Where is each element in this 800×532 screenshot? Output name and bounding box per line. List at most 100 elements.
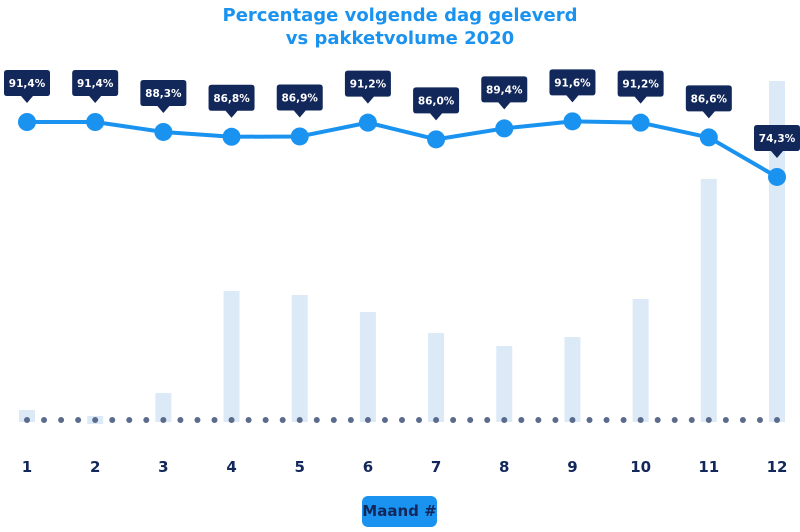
volume-bar <box>155 393 172 422</box>
data-label: 91,2% <box>350 79 387 91</box>
baseline-dot <box>637 417 644 423</box>
line-point <box>18 113 36 131</box>
chart-title-line-1: Percentage volgende dag geleverd <box>222 5 578 26</box>
baseline-dot <box>569 417 576 423</box>
data-label-callout <box>344 70 391 104</box>
baseline-dot <box>296 417 303 423</box>
data-label-callout <box>4 70 50 103</box>
data-label: 91,4% <box>9 78 46 90</box>
baseline-dot <box>467 417 474 423</box>
baseline-dot <box>313 417 320 423</box>
line-point <box>427 130 446 149</box>
baseline-dot <box>24 417 30 423</box>
line-point <box>222 127 241 146</box>
baseline-dot <box>739 417 746 423</box>
baseline-dot <box>211 417 218 423</box>
baseline-dot <box>381 417 388 423</box>
x-tick-label: 8 <box>499 458 509 476</box>
data-label: 91,6% <box>554 77 591 89</box>
baseline-dot <box>160 417 167 423</box>
volume-bar <box>632 299 649 422</box>
data-label-callout <box>140 79 187 113</box>
x-tick-label: 6 <box>363 458 373 476</box>
baseline-dot <box>228 417 235 423</box>
baseline-dot <box>364 417 371 423</box>
baseline-dot <box>92 417 99 423</box>
data-label: 86,0% <box>418 95 455 107</box>
baseline-dot <box>416 417 423 423</box>
x-tick-label: 10 <box>630 458 651 476</box>
volume-bar <box>359 312 376 422</box>
line-point <box>290 127 309 146</box>
data-label-callout <box>481 76 528 110</box>
baseline-dot <box>347 417 354 423</box>
data-label-callout <box>685 85 732 119</box>
baseline-dot <box>262 417 269 423</box>
baseline-dot <box>194 417 201 423</box>
line-point <box>699 128 718 147</box>
baseline-dot <box>399 417 405 423</box>
line-point <box>86 113 105 131</box>
x-tick-label: 4 <box>226 458 236 476</box>
baseline-dot <box>450 417 457 423</box>
x-axis-label-button[interactable]: Maand # <box>362 496 437 527</box>
data-label: 86,6% <box>691 93 728 105</box>
line-point <box>563 112 582 131</box>
data-label-callout <box>72 70 119 103</box>
x-tick-label: 2 <box>90 458 100 476</box>
line-point <box>631 113 650 132</box>
data-label-callout <box>276 84 323 118</box>
data-label-callout <box>754 124 800 158</box>
baseline-dot <box>552 417 559 423</box>
baseline-dot <box>41 417 48 423</box>
baseline-dot <box>433 417 440 423</box>
baseline-dot <box>586 417 593 423</box>
data-label: 86,9% <box>282 92 319 104</box>
data-label: 91,4% <box>77 78 114 90</box>
baseline-dot <box>177 417 184 423</box>
volume-bar <box>291 295 308 422</box>
baseline-dot <box>705 417 712 423</box>
data-label: 88,3% <box>145 88 182 100</box>
volume-bar <box>19 410 35 422</box>
x-tick-label: 1 <box>22 458 32 476</box>
volume-bar <box>769 81 785 422</box>
chart-title-line-2: vs pakketvolume 2020 <box>285 28 515 49</box>
volume-bar <box>700 179 717 422</box>
baseline-dot <box>688 417 695 423</box>
baseline-dot <box>109 417 116 423</box>
volume-bar <box>428 333 445 422</box>
data-label-callout <box>413 87 460 121</box>
data-label-callout <box>549 69 596 103</box>
x-tick-label: 12 <box>767 458 788 476</box>
x-tick-label: 7 <box>431 458 441 476</box>
line-point <box>358 113 377 132</box>
baseline-dot <box>620 417 627 423</box>
x-tick-label: 5 <box>295 458 305 476</box>
baseline-dot <box>58 417 65 423</box>
volume-bar <box>564 337 581 422</box>
baseline-dot <box>535 417 542 423</box>
line-point <box>495 119 514 138</box>
baseline-dot <box>126 417 133 423</box>
baseline-dot <box>501 417 508 423</box>
x-tick-label: 11 <box>698 458 719 476</box>
baseline-dot <box>75 417 82 423</box>
baseline-dot <box>722 417 729 423</box>
baseline-dot <box>279 417 286 423</box>
baseline-dot <box>245 417 252 423</box>
data-label-callout <box>208 84 255 118</box>
baseline-dot <box>756 417 763 423</box>
baseline-dot <box>654 417 661 423</box>
baseline-dot <box>603 417 610 423</box>
baseline-dot <box>774 417 780 423</box>
data-label: 89,4% <box>486 84 523 96</box>
baseline-dot <box>330 417 337 423</box>
baseline-dot <box>671 417 678 423</box>
baseline-dot <box>143 417 150 423</box>
x-tick-label: 9 <box>567 458 577 476</box>
line-series <box>27 119 779 179</box>
baseline-dot <box>484 417 491 423</box>
volume-bar <box>496 346 513 422</box>
